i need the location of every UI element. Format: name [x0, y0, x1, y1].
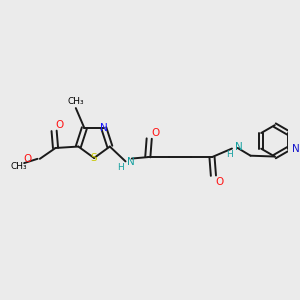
Text: N: N: [127, 157, 135, 167]
Text: O: O: [24, 154, 32, 164]
Text: N: N: [100, 123, 108, 133]
Text: CH₃: CH₃: [10, 162, 27, 171]
Text: H: H: [226, 150, 232, 159]
Text: N: N: [292, 144, 299, 154]
Text: O: O: [216, 177, 224, 187]
Text: O: O: [152, 128, 160, 138]
Text: H: H: [117, 163, 124, 172]
Text: N: N: [235, 142, 243, 152]
Text: O: O: [55, 120, 63, 130]
Text: S: S: [91, 153, 98, 163]
Text: CH₃: CH₃: [68, 97, 84, 106]
